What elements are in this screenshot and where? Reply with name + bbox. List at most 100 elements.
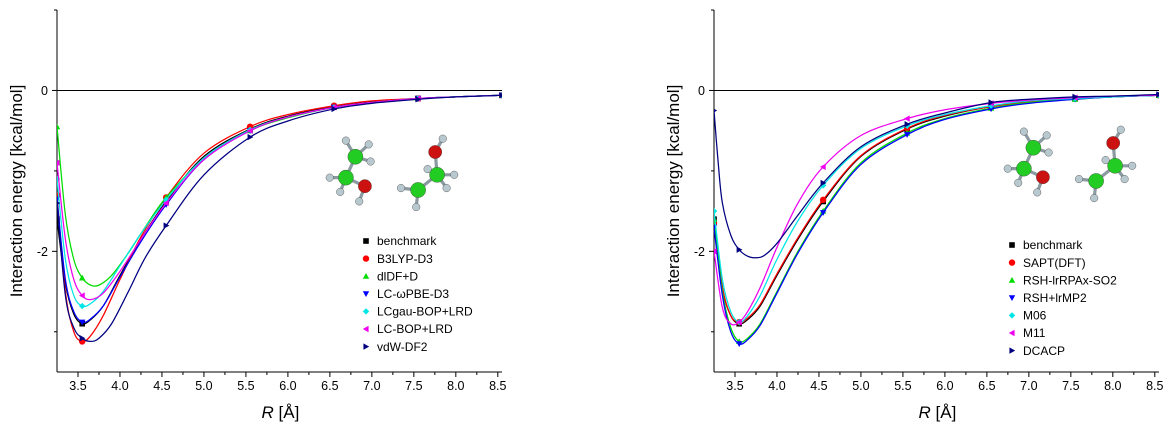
x-tick-label: 6.0 [279,379,296,393]
series-line-m06 [714,94,1159,323]
x-tick-label: 4.5 [810,379,827,393]
molecule-atom [336,187,345,196]
data-point-lc-bop-lrd [57,159,60,167]
data-point-dcacp [1072,93,1079,101]
series-line-sapt-dft [714,94,1159,323]
legend-marker-dcacp [1009,347,1016,354]
x-tick-label: 7.0 [363,379,380,393]
x-tick-label: 7.0 [1020,379,1037,393]
x-tick-label: 4.0 [111,379,128,393]
legend-label-dldf-d: dlDF+D [377,269,418,283]
y-tick-label: 0 [698,84,705,98]
molecule-atom [338,169,354,186]
series-line-benchmark [714,94,1159,325]
left-chart-panel: 3.5 4.0 4.5 5.0 5.5 6.0 6.5 7.0 7.5 8.0 8.5 0 -2 Inte… [7,9,507,422]
data-point-vdw-df2 [415,96,422,103]
legend-marker-rsh-lrmp2 [1008,295,1016,301]
molecule-atom [1014,178,1023,187]
molecule-atom [1042,131,1051,140]
molecule-atom [1044,148,1053,157]
legend-marker-rsh-lrrpax-so2 [1008,277,1016,283]
legend-label-vdw-df2: vdW-DF2 [377,340,428,354]
molecule-atom [1033,188,1042,197]
data-point-lc-bop-lrd [162,199,169,207]
data-point-sapt-dft [819,196,827,204]
y-tick-label: -2 [694,245,705,259]
series-dldf-d [57,92,502,287]
data-point-rsh-lrmp2 [819,210,827,216]
x-axis-label: R [Å] [919,403,957,422]
molecule-atom [358,179,372,194]
legend-label-m11: M11 [1023,326,1046,340]
series-vdw-df2 [57,92,502,343]
legend-marker-dldf-d [362,273,370,279]
y-tick-label: 0 [41,84,48,98]
molecule-atom [438,134,447,143]
x-tick-label: 5.0 [195,379,212,393]
molecule-atom [325,173,334,182]
molecule-atom [1074,175,1083,184]
molecule-atom [1036,170,1050,185]
legend: benchmark SAPT(DFT) RSH-lrRPAx-SO2 RSH+lrMP… [1008,238,1117,358]
legend-label-benchmark: benchmark [1023,238,1083,252]
molecule-atom [341,136,350,145]
molecule-atom [347,148,364,165]
molecule-inset [1003,125,1137,203]
legend-label-m06: M06 [1023,309,1047,323]
x-tick-label: 5.5 [237,379,254,393]
molecule-atom [355,197,364,206]
molecule-atom [428,145,443,159]
series-line-rsh-lrrpax-so2 [714,94,1159,343]
legend-marker-b3lyp-d3 [362,255,370,262]
data-point-dcacp [820,179,827,187]
x-tick-label: 5.0 [852,379,869,393]
x-tick-label: 8.0 [1104,379,1121,393]
x-tick-label: 7.5 [405,379,422,393]
molecule-atom [410,182,426,198]
data-point-rsh-lrmp2 [735,341,743,348]
x-tick-label: 4.5 [153,379,170,393]
x-axis-label-symbol: R [262,403,274,422]
series-line-m11 [714,94,1159,326]
molecule-atom [1107,157,1123,174]
series-rsh-lrmp2 [714,92,1159,348]
x-axis-label: R [Å] [262,403,300,422]
x-tick-label: 6.5 [978,379,995,393]
y-axis-label: Interaction energy [kcal/mol] [664,85,683,298]
data-point-dldf-d [57,123,61,130]
y-axis-label: Interaction energy [kcal/mol] [7,85,26,298]
x-tick-label: 3.5 [69,379,86,393]
molecule-atom [1128,161,1137,170]
data-point-vdw-df2 [57,201,61,205]
legend-label-sapt-dft: SAPT(DFT) [1023,256,1086,270]
legend-marker-lc-bop-lrd [362,325,369,333]
series-lc-bop-lrd [57,93,502,301]
x-tick-label: 8.5 [1146,379,1163,393]
legend-label-rsh-lrmp2: RSH+lrMP2 [1023,291,1087,305]
molecule-atom [1101,156,1110,165]
molecule-atom [1016,160,1032,177]
data-point-rsh-lrmp2 [903,132,911,138]
legend-label-benchmark: benchmark [377,234,437,248]
x-tick-label: 4.0 [768,379,785,393]
molecule-atom [364,140,373,149]
molecule-atom [423,165,432,174]
molecule-atom [450,170,459,179]
legend-marker-sapt-dft [1008,259,1016,266]
data-point-lc-bop-lrd [78,292,85,299]
legend-label-lcgau-bop-lrd: LCgau-BOP+LRD [377,305,473,319]
series-benchmark [714,92,1159,327]
molecule-atom [442,184,451,193]
series-rsh-lrrpax-so2 [714,92,1159,344]
data-point-lc-pbe-d3 [78,319,86,326]
x-tick-label: 6.0 [936,379,953,393]
data-point-dcacp [1156,91,1159,98]
data-point-vdw-df2 [499,92,502,99]
x-axis-label-unit: [Å] [931,403,957,422]
x-axis-label-unit: [Å] [274,403,300,422]
x-tick-label: 8.5 [489,379,506,393]
legend-marker-benchmark [1009,242,1015,248]
data-point-m11 [819,163,826,171]
series-line-lcgau-bop-lrd [57,94,502,308]
